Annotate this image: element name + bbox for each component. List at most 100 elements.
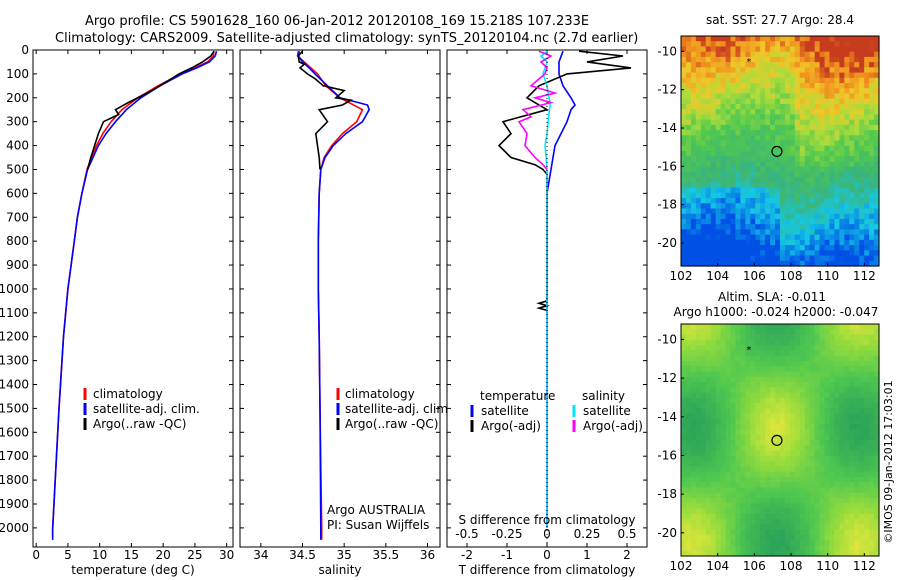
- sst-cell: [814, 182, 821, 189]
- sla-cell: [874, 534, 880, 541]
- sla-cell: [750, 492, 756, 499]
- sla-cell: [715, 471, 722, 478]
- sst-cell: [780, 234, 786, 241]
- sla-cell: [740, 503, 746, 510]
- sla-cell: [720, 413, 727, 420]
- sst-cell: [750, 239, 756, 246]
- sla-cell: [735, 429, 741, 436]
- sst-cell: [735, 151, 741, 157]
- sla-cell: [809, 540, 816, 547]
- sst-cell: [720, 72, 727, 79]
- sla-cell: [705, 403, 712, 409]
- sla-cell: [804, 545, 811, 552]
- sst-cell: [745, 171, 751, 178]
- sst-cell: [730, 46, 737, 53]
- sst-cell: [740, 239, 746, 246]
- sst-cell: [705, 62, 712, 68]
- sla-cell: [799, 418, 806, 425]
- sst-cell: [849, 166, 855, 173]
- sst-cell: [695, 145, 702, 152]
- sst-cell: [819, 156, 826, 163]
- sst-cell: [829, 41, 836, 48]
- sst-cell: [715, 239, 722, 246]
- sla-cell: [745, 513, 751, 520]
- sst-cell: [834, 88, 840, 95]
- sla-cell: [730, 534, 737, 541]
- sla-cell: [720, 498, 727, 504]
- sst-cell: [829, 114, 836, 121]
- sla-cell: [814, 376, 821, 383]
- sla-cell: [750, 534, 756, 541]
- sla-cell: [725, 403, 732, 409]
- sst-cell: [715, 151, 722, 157]
- sst-cell: [775, 88, 781, 95]
- sla-cell: [869, 519, 875, 525]
- sla-cell: [804, 440, 811, 446]
- sst-cell: [844, 77, 850, 84]
- sla-cell: [710, 355, 717, 362]
- sst-cell: [784, 98, 791, 105]
- sst-cell: [794, 208, 801, 215]
- sla-cell: [715, 513, 722, 520]
- sla-cell: [685, 540, 692, 547]
- sst-cell: [849, 156, 855, 163]
- sst-cell: [859, 88, 865, 95]
- sla-cell: [685, 382, 692, 388]
- sla-cell: [869, 334, 875, 341]
- sst-cell: [681, 260, 687, 267]
- sst-cell: [765, 208, 771, 215]
- sst-cell: [814, 72, 821, 79]
- y-tick-label: 600: [6, 186, 29, 200]
- sst-cell: [760, 130, 766, 136]
- sla-cell: [685, 434, 692, 441]
- sla-cell: [700, 403, 707, 409]
- sst-cell: [824, 51, 831, 58]
- sla-cell: [710, 329, 717, 336]
- sst-cell: [750, 88, 756, 95]
- sst-cell: [780, 145, 786, 152]
- sst-cell: [730, 250, 737, 257]
- sst-cell: [770, 213, 776, 220]
- sst-cell: [715, 192, 722, 199]
- sst-cell: [735, 260, 741, 267]
- sst-cell: [844, 72, 850, 79]
- sst-cell: [864, 72, 870, 79]
- sla-cell: [770, 519, 776, 525]
- sst-cell: [844, 93, 850, 100]
- sst-cell: [695, 161, 702, 168]
- sst-cell: [730, 239, 737, 246]
- sla-cell: [844, 550, 850, 557]
- sla-cell: [799, 508, 806, 515]
- sst-cell: [700, 140, 707, 147]
- sla-cell: [780, 429, 786, 436]
- sla-cell: [809, 519, 816, 525]
- sla-cell: [745, 540, 751, 547]
- sst-cell: [695, 166, 702, 173]
- sla-cell: [784, 429, 791, 436]
- sst-cell: [854, 135, 860, 142]
- sla-cell: [725, 345, 732, 351]
- sst-cell: [730, 62, 737, 68]
- sst-cell: [804, 255, 811, 262]
- sst-cell: [814, 260, 821, 267]
- sst-cell: [844, 213, 850, 220]
- sla-cell: [854, 487, 860, 494]
- sst-cell: [765, 171, 771, 178]
- sst-cell: [745, 103, 751, 110]
- sst-cell: [814, 83, 821, 89]
- sla-cell: [849, 339, 855, 346]
- sla-cell: [690, 461, 697, 467]
- sst-cell: [869, 234, 875, 241]
- sst-cell: [695, 250, 702, 257]
- sst-cell: [834, 77, 840, 84]
- sla-cell: [725, 360, 732, 367]
- sst-cell: [854, 250, 860, 257]
- sla-cell: [750, 513, 756, 520]
- sst-cell: [849, 203, 855, 210]
- sla-cell: [755, 408, 761, 415]
- sla-cell: [819, 503, 826, 510]
- sst-cell: [859, 77, 865, 84]
- sst-cell: [700, 88, 707, 95]
- sst-cell: [745, 218, 751, 225]
- sst-cell: [760, 93, 766, 100]
